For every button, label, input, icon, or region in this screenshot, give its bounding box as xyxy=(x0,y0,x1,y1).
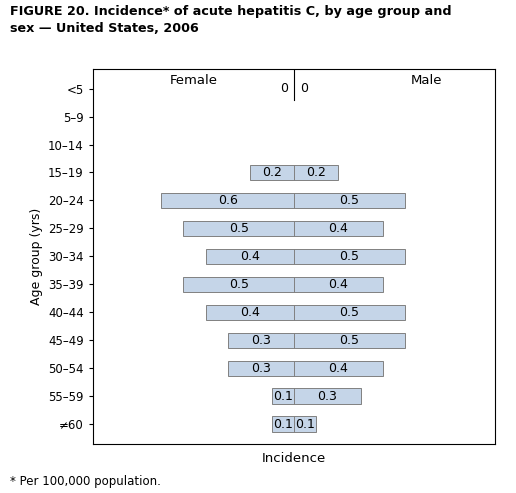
Text: FIGURE 20. Incidence* of acute hepatitis C, by age group and: FIGURE 20. Incidence* of acute hepatitis… xyxy=(10,5,452,18)
FancyBboxPatch shape xyxy=(205,305,405,320)
Text: 0.4: 0.4 xyxy=(240,306,260,319)
Text: 0.3: 0.3 xyxy=(251,334,271,347)
Text: 0.5: 0.5 xyxy=(229,278,249,291)
FancyBboxPatch shape xyxy=(228,360,383,376)
Text: 0.1: 0.1 xyxy=(273,389,293,403)
FancyBboxPatch shape xyxy=(228,333,405,348)
Text: 0: 0 xyxy=(280,82,288,95)
Text: 0.1: 0.1 xyxy=(273,418,293,430)
Text: 0.4: 0.4 xyxy=(329,362,348,375)
FancyBboxPatch shape xyxy=(184,277,383,292)
Text: 0.1: 0.1 xyxy=(295,418,315,430)
Text: Male: Male xyxy=(411,74,443,87)
Text: 0.4: 0.4 xyxy=(240,250,260,263)
Text: 0.5: 0.5 xyxy=(340,250,360,263)
Text: 0.3: 0.3 xyxy=(317,389,337,403)
Text: 0.5: 0.5 xyxy=(340,334,360,347)
Text: 0.2: 0.2 xyxy=(262,166,282,179)
FancyBboxPatch shape xyxy=(162,193,405,208)
Text: 0.4: 0.4 xyxy=(329,222,348,235)
FancyBboxPatch shape xyxy=(250,165,338,180)
Text: 0.5: 0.5 xyxy=(229,222,249,235)
Y-axis label: Age group (yrs): Age group (yrs) xyxy=(29,208,42,305)
X-axis label: Incidence: Incidence xyxy=(262,452,326,465)
Text: 0.5: 0.5 xyxy=(340,194,360,207)
Text: Female: Female xyxy=(169,74,218,87)
Text: 0: 0 xyxy=(300,82,308,95)
Text: 0.2: 0.2 xyxy=(307,166,326,179)
FancyBboxPatch shape xyxy=(272,388,361,404)
Text: * Per 100,000 population.: * Per 100,000 population. xyxy=(10,475,161,488)
Text: sex — United States, 2006: sex — United States, 2006 xyxy=(10,22,199,35)
Text: 0.3: 0.3 xyxy=(251,362,271,375)
FancyBboxPatch shape xyxy=(184,221,383,236)
Text: 0.4: 0.4 xyxy=(329,278,348,291)
FancyBboxPatch shape xyxy=(272,417,316,432)
Text: 0.5: 0.5 xyxy=(340,306,360,319)
FancyBboxPatch shape xyxy=(205,248,405,264)
Text: 0.6: 0.6 xyxy=(218,194,238,207)
